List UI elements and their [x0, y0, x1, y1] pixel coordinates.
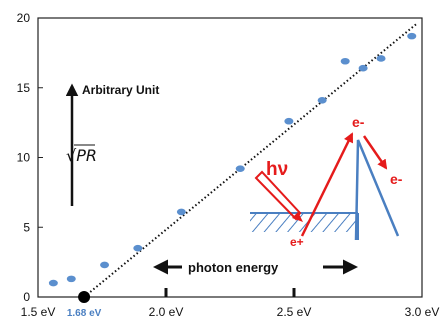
photon-arrow-head [292, 212, 303, 222]
y-tick-label: 0 [23, 290, 30, 304]
data-point [133, 244, 143, 252]
y-tick-label: 20 [17, 11, 31, 25]
threshold-group: 1.68 eV [67, 291, 102, 319]
x-axis-ticks: 1.5 eV 2.0 eV 2.5 eV 3.0 eV [21, 288, 440, 319]
x-tick-label: 2.5 eV [277, 305, 312, 319]
y-tick-label: 10 [17, 151, 31, 165]
data-point [176, 208, 186, 216]
data-point [48, 279, 58, 287]
photon-arrow-icon [254, 170, 302, 221]
data-point [407, 32, 417, 40]
data-point [358, 64, 368, 72]
threshold-dot [78, 291, 91, 303]
photoemission-inset: hν e- e- e+ [250, 114, 403, 249]
x-tick-label: 3.0 eV [405, 305, 440, 319]
excitation-arrow-icon [300, 132, 354, 237]
electron-label-1: e- [352, 114, 365, 130]
valence-band-hatch [250, 213, 358, 232]
hole-label: e+ [290, 235, 304, 249]
electron-label-2: e- [390, 171, 403, 187]
x-tick-label: 1.5 eV [21, 305, 56, 319]
data-point [284, 117, 294, 125]
y-tick-label: 15 [17, 81, 31, 95]
data-point [100, 261, 110, 269]
barrier-line [354, 139, 400, 241]
data-point [340, 57, 350, 65]
photon-energy-label: photon energy [188, 260, 279, 275]
y-tick-label: 5 [23, 220, 30, 234]
data-point [317, 97, 327, 104]
x-tick-label: 2.0 eV [149, 305, 184, 319]
unit-label: Arbitrary Unit [82, 83, 159, 97]
data-point [66, 275, 76, 283]
threshold-label: 1.68 eV [67, 308, 102, 319]
data-point [376, 55, 386, 62]
y-axis-ticks: 0 5 10 15 20 [17, 11, 43, 304]
data-points [48, 32, 417, 287]
y-axis-label: √PR [66, 146, 97, 165]
photon-label: hν [266, 159, 288, 180]
data-point [235, 165, 245, 172]
emission-arrow-icon [362, 135, 388, 170]
